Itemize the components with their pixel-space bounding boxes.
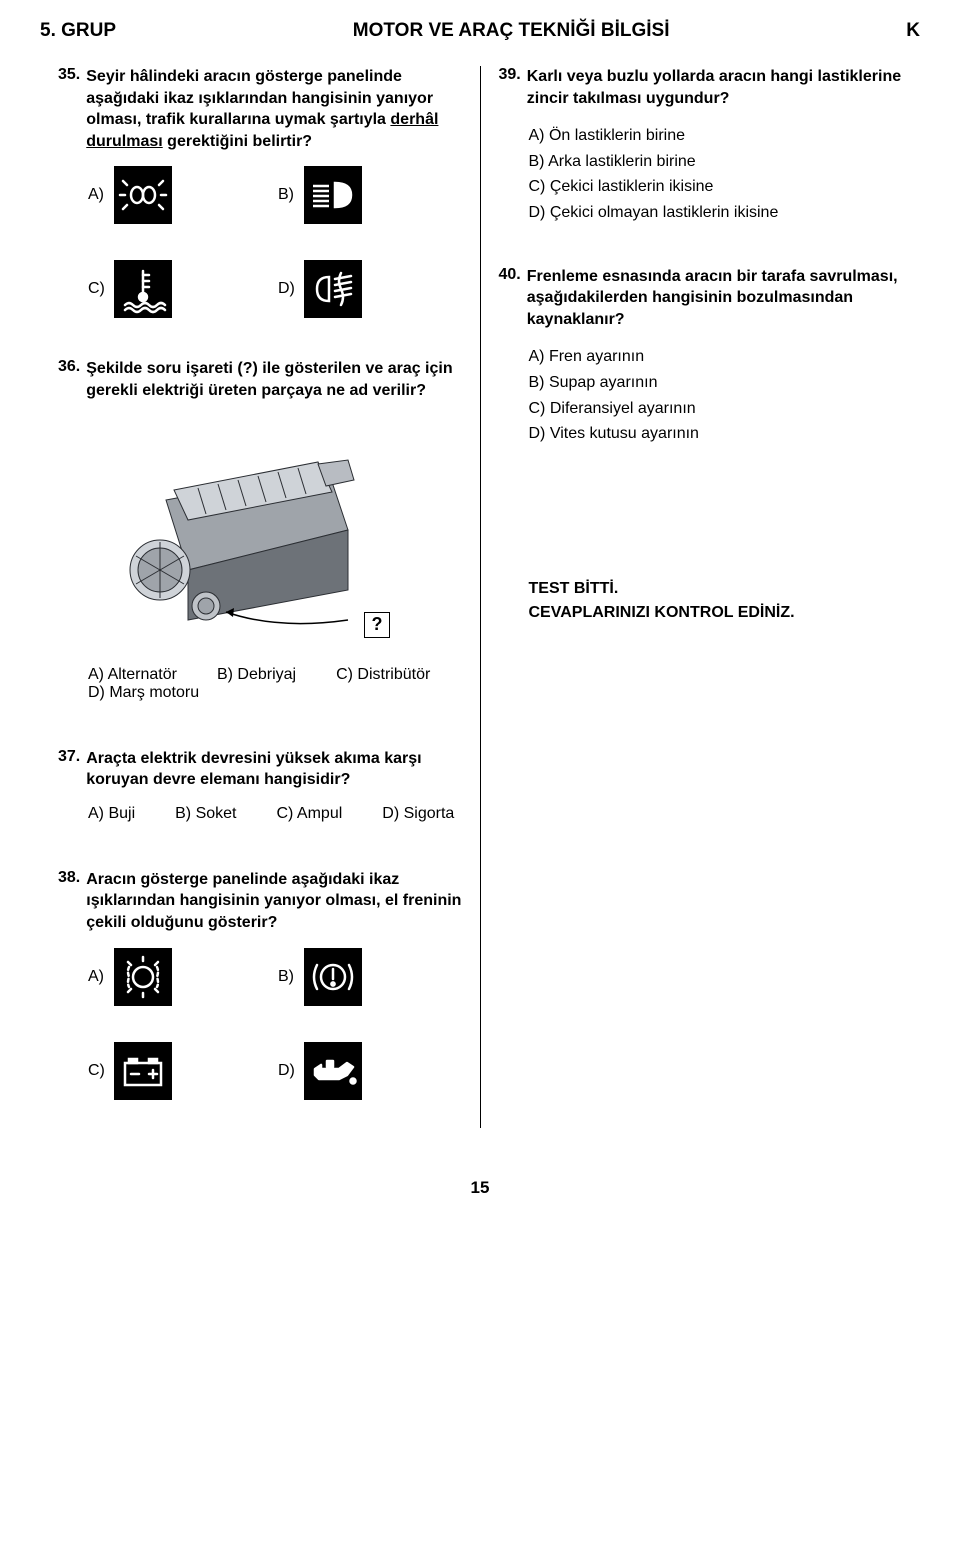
q40-b: B) Supap ayarının [529,370,903,396]
q39-num: 39. [499,66,521,109]
q39-d: D) Çekici olmayan lastiklerin ikisine [529,200,903,226]
q40-c: C) Diferansiyel ayarının [529,396,903,422]
q38-d-label: D) [278,1062,304,1080]
footer-line1: TEST BİTTİ. [529,577,903,601]
headlight-icon [114,948,172,1006]
q40-text: Frenleme esnasında aracın bir tarafa sav… [527,266,902,331]
q36-text: Şekilde soru işareti (?) ile gösterilen … [86,358,461,401]
q39-b: B) Arka lastiklerin birine [529,149,903,175]
oil-can-icon [304,1042,362,1100]
q36-a: A) Alternatör [88,666,177,684]
footer-line2: CEVAPLARINIZI KONTROL EDİNİZ. [529,601,903,625]
brake-warning-icon [304,948,362,1006]
header-title: MOTOR VE ARAÇ TEKNİĞİ BİLGİSİ [116,20,906,42]
q38-a-label: A) [88,968,114,986]
coolant-temp-icon [114,260,172,318]
q35-text-post: gerektiğini belirtir? [163,133,312,150]
q35-a-label: A) [88,186,114,204]
left-column: 35. Seyir hâlindeki aracın gösterge pane… [40,66,480,1128]
q36-num: 36. [58,358,80,401]
content-area: 35. Seyir hâlindeki aracın gösterge pane… [40,66,920,1128]
question-38: 38. Aracın gösterge panelinde aşağıdaki … [58,869,462,1100]
q40-answers: A) Fren ayarının B) Supap ayarının C) Di… [529,344,903,446]
header-group: 5. GRUP [40,20,116,42]
battery-icon [114,1042,172,1100]
q39-c: C) Çekici lastiklerin ikisine [529,174,903,200]
parking-light-icon [114,166,172,224]
q38-num: 38. [58,869,80,934]
fog-light-icon [304,260,362,318]
q36-answers: A) Alternatör B) Debriyaj C) Distribütör… [88,666,462,702]
q39-text: Karlı veya buzlu yollarda aracın hangi l… [527,66,902,109]
page-number: 15 [40,1178,920,1198]
q35-text-pre: Seyir hâlindeki aracın gösterge panelind… [86,68,433,128]
test-end-note: TEST BİTTİ. CEVAPLARINIZI KONTROL EDİNİZ… [529,577,903,625]
q35-options: A) [88,166,462,318]
question-40: 40. Frenleme esnasında aracın bir tarafa… [499,266,903,447]
q40-a: A) Fren ayarının [529,344,903,370]
q38-text: Aracın gösterge panelinde aşağıdaki ikaz… [86,869,461,934]
right-column: 39. Karlı veya buzlu yollarda aracın han… [481,66,921,1128]
q37-text: Araçta elektrik devresini yüksek akıma k… [86,748,461,791]
q35-b-label: B) [278,186,304,204]
q37-b: B) Soket [175,805,236,823]
q39-answers: A) Ön lastiklerin birine B) Arka lastikl… [529,123,903,225]
q37-answers: A) Buji B) Soket C) Ampul D) Sigorta [88,805,462,823]
q35-text: Seyir hâlindeki aracın gösterge panelind… [86,66,461,152]
question-35: 35. Seyir hâlindeki aracın gösterge pane… [58,66,462,318]
q39-a: A) Ön lastiklerin birine [529,123,903,149]
header-letter: K [906,20,920,42]
q35-d-label: D) [278,280,304,298]
question-37: 37. Araçta elektrik devresini yüksek akı… [58,748,462,823]
q36-c: C) Distribütör [336,666,430,684]
q38-b-label: B) [278,968,304,986]
q36-b: B) Debriyaj [217,666,296,684]
question-36: 36. Şekilde soru işareti (?) ile gösteri… [58,358,462,701]
q38-options: A) [88,948,462,1100]
q40-num: 40. [499,266,521,331]
page-header: 5. GRUP MOTOR VE ARAÇ TEKNİĞİ BİLGİSİ K [40,20,920,42]
q38-c-label: C) [88,1062,114,1080]
q35-num: 35. [58,66,80,152]
q37-num: 37. [58,748,80,791]
q40-d: D) Vites kutusu ayarının [529,421,903,447]
q37-c: C) Ampul [276,805,342,823]
engine-icon [118,420,398,640]
q37-d: D) Sigorta [382,805,454,823]
question-mark-box: ? [364,612,390,638]
q36-d: D) Marş motoru [88,684,199,702]
high-beam-icon [304,166,362,224]
q35-c-label: C) [88,280,114,298]
engine-figure: ? [118,420,398,640]
q37-a: A) Buji [88,805,135,823]
question-39: 39. Karlı veya buzlu yollarda aracın han… [499,66,903,226]
